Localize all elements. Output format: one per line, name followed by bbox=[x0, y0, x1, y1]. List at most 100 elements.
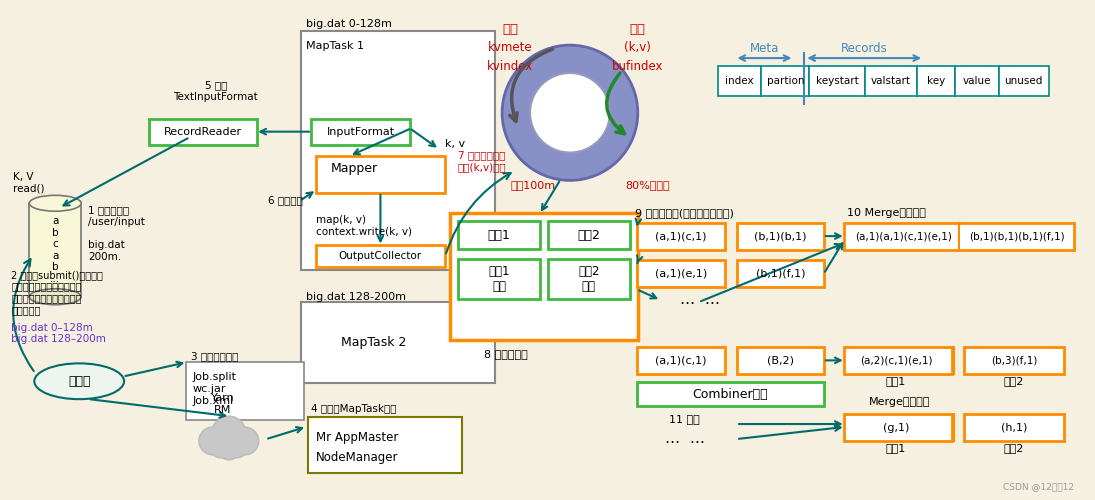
Text: (a,2)(c,1)(e,1): (a,2)(c,1)(e,1) bbox=[860, 356, 932, 366]
Text: (a,1)(c,1): (a,1)(c,1) bbox=[655, 356, 706, 366]
Text: CSDN @12十二12: CSDN @12十二12 bbox=[1003, 482, 1074, 490]
FancyBboxPatch shape bbox=[917, 66, 955, 96]
FancyBboxPatch shape bbox=[637, 382, 825, 406]
FancyBboxPatch shape bbox=[315, 156, 446, 194]
FancyBboxPatch shape bbox=[548, 259, 630, 298]
FancyBboxPatch shape bbox=[458, 259, 540, 298]
FancyBboxPatch shape bbox=[30, 204, 81, 296]
Text: Merge归并排序: Merge归并排序 bbox=[869, 397, 931, 407]
Text: InputFormat: InputFormat bbox=[326, 126, 394, 136]
FancyBboxPatch shape bbox=[637, 348, 725, 374]
Text: k, v: k, v bbox=[446, 138, 465, 148]
Text: big.dat 0–128m
big.dat 128–200m: big.dat 0–128m big.dat 128–200m bbox=[11, 322, 106, 344]
Text: kvindex: kvindex bbox=[487, 60, 533, 72]
FancyBboxPatch shape bbox=[450, 213, 637, 340]
Text: (a,1)(a,1)(c,1)(e,1): (a,1)(a,1)(c,1)(e,1) bbox=[855, 231, 952, 241]
Text: 数据: 数据 bbox=[630, 22, 646, 36]
Text: 分区2: 分区2 bbox=[1004, 443, 1024, 453]
Text: (b,1)(f,1): (b,1)(f,1) bbox=[756, 268, 805, 278]
Circle shape bbox=[503, 45, 637, 180]
Text: bufindex: bufindex bbox=[612, 60, 664, 72]
Text: key: key bbox=[926, 76, 945, 86]
Text: 分区1: 分区1 bbox=[886, 443, 907, 453]
Text: map(k, v)
context.write(k, v): map(k, v) context.write(k, v) bbox=[315, 215, 412, 237]
FancyBboxPatch shape bbox=[458, 221, 540, 249]
Text: big.dat 128-200m: big.dat 128-200m bbox=[306, 292, 405, 302]
FancyBboxPatch shape bbox=[955, 66, 999, 96]
Text: MapTask 1: MapTask 1 bbox=[306, 41, 364, 51]
Circle shape bbox=[210, 436, 232, 458]
Text: Records: Records bbox=[841, 42, 888, 54]
Text: valstart: valstart bbox=[872, 76, 911, 86]
Text: 10 Merge归并排序: 10 Merge归并排序 bbox=[848, 208, 926, 218]
Circle shape bbox=[231, 427, 258, 455]
Text: MapTask 2: MapTask 2 bbox=[341, 336, 406, 349]
FancyBboxPatch shape bbox=[637, 223, 725, 250]
Text: 分区1: 分区1 bbox=[487, 228, 510, 241]
Text: …  …: … … bbox=[665, 432, 705, 446]
Text: Job.split
wc.jar
Job.xml: Job.split wc.jar Job.xml bbox=[193, 372, 237, 406]
Circle shape bbox=[232, 428, 257, 454]
Circle shape bbox=[214, 418, 244, 448]
Text: NodeManager: NodeManager bbox=[315, 451, 399, 464]
Text: value: value bbox=[963, 76, 991, 86]
Text: 11 合并: 11 合并 bbox=[669, 414, 700, 424]
Text: 6 逻辑运算: 6 逻辑运算 bbox=[268, 196, 303, 205]
FancyBboxPatch shape bbox=[761, 66, 809, 96]
Text: (b,1)(b,1): (b,1)(b,1) bbox=[754, 232, 807, 241]
Text: K, V
read(): K, V read() bbox=[13, 172, 45, 193]
Text: (g,1): (g,1) bbox=[883, 422, 909, 432]
Text: 分区1: 分区1 bbox=[886, 376, 907, 386]
Text: 4 计算出MapTask数量: 4 计算出MapTask数量 bbox=[311, 404, 396, 414]
Circle shape bbox=[218, 438, 240, 460]
FancyBboxPatch shape bbox=[844, 348, 952, 374]
FancyBboxPatch shape bbox=[637, 260, 725, 287]
Ellipse shape bbox=[30, 289, 81, 304]
Text: OutputCollector: OutputCollector bbox=[338, 251, 422, 261]
Text: (a,1)(e,1): (a,1)(e,1) bbox=[655, 268, 706, 278]
Text: 8 分区、排序: 8 分区、排序 bbox=[484, 350, 528, 360]
Text: keystart: keystart bbox=[816, 76, 858, 86]
FancyBboxPatch shape bbox=[737, 260, 825, 287]
Circle shape bbox=[219, 440, 239, 458]
FancyBboxPatch shape bbox=[844, 414, 952, 441]
Circle shape bbox=[199, 427, 227, 455]
Text: …  …: … … bbox=[680, 292, 719, 307]
Text: a
b
c
a
b
...: a b c a b ... bbox=[50, 216, 60, 284]
FancyBboxPatch shape bbox=[308, 417, 462, 473]
Text: (k,v): (k,v) bbox=[624, 40, 652, 54]
Text: RecordReader: RecordReader bbox=[164, 126, 242, 136]
FancyArrowPatch shape bbox=[446, 173, 510, 254]
Circle shape bbox=[211, 416, 245, 450]
Circle shape bbox=[228, 438, 246, 456]
Text: partion: partion bbox=[766, 76, 804, 86]
Text: (a,1)(c,1): (a,1)(c,1) bbox=[655, 232, 706, 241]
FancyBboxPatch shape bbox=[301, 302, 495, 384]
FancyBboxPatch shape bbox=[844, 223, 1074, 250]
Text: (h,1): (h,1) bbox=[1001, 422, 1027, 432]
Text: 1 待处理文件
/user/input

big.dat
200m.: 1 待处理文件 /user/input big.dat 200m. bbox=[89, 205, 145, 262]
Circle shape bbox=[200, 428, 226, 454]
Text: 2 客户端submit()前，获取
待处理数据的信息，然后根
据参数配置，形成一个任务
分配的规划: 2 客户端submit()前，获取 待处理数据的信息，然后根 据参数配置，形成一… bbox=[11, 270, 103, 314]
Text: 5 默认
TextInputFormat: 5 默认 TextInputFormat bbox=[173, 80, 258, 102]
Text: 9 溢出到文件(分区且区内有序): 9 溢出到文件(分区且区内有序) bbox=[635, 208, 734, 218]
FancyArrowPatch shape bbox=[13, 259, 34, 371]
FancyBboxPatch shape bbox=[809, 66, 865, 96]
Text: unused: unused bbox=[1004, 76, 1042, 86]
FancyBboxPatch shape bbox=[737, 348, 825, 374]
FancyArrowPatch shape bbox=[509, 49, 552, 122]
Text: Yarn
RM: Yarn RM bbox=[211, 394, 234, 415]
Circle shape bbox=[530, 73, 610, 152]
FancyBboxPatch shape bbox=[999, 66, 1049, 96]
FancyBboxPatch shape bbox=[315, 245, 446, 267]
Text: 默认100m: 默认100m bbox=[510, 180, 555, 190]
Text: 80%后反向: 80%后反向 bbox=[625, 180, 669, 190]
FancyBboxPatch shape bbox=[301, 31, 495, 270]
FancyBboxPatch shape bbox=[865, 66, 917, 96]
Text: (b,1)(b,1)(b,1)(f,1): (b,1)(b,1)(b,1)(f,1) bbox=[969, 231, 1064, 241]
Text: big.dat 0-128m: big.dat 0-128m bbox=[306, 20, 392, 30]
FancyBboxPatch shape bbox=[548, 221, 630, 249]
Text: (b,3)(f,1): (b,3)(f,1) bbox=[991, 356, 1037, 366]
Text: Meta: Meta bbox=[750, 42, 780, 54]
Ellipse shape bbox=[30, 196, 81, 211]
